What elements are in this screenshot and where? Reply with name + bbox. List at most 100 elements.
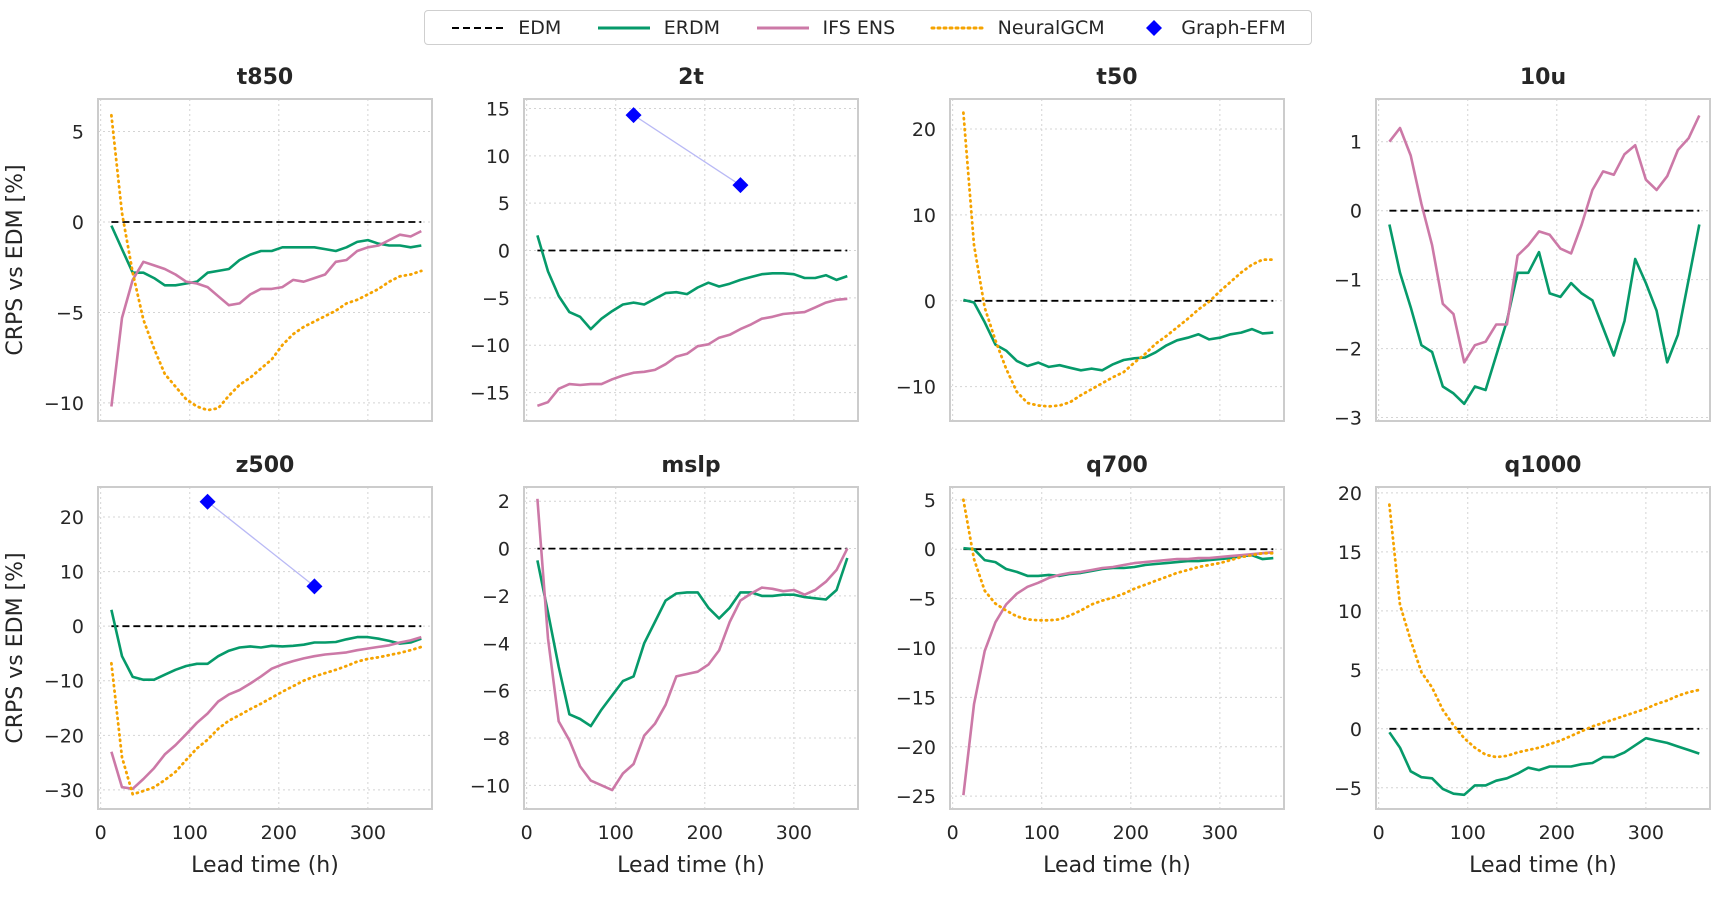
panel-frame (949, 98, 1285, 422)
series-line-erdm (110, 225, 422, 287)
legend-item-neuralgcm: NeuralGCM (930, 17, 1105, 39)
x-tick-label: 200 (687, 822, 723, 844)
series-line-ifs-ens (1388, 114, 1701, 364)
panel-title: mslp (661, 453, 720, 478)
x-tick-label: 0 (95, 822, 107, 844)
legend-item-ifs-ens: IFS ENS (755, 16, 896, 39)
panel-title: q700 (1086, 453, 1148, 478)
x-tick-label: 0 (521, 822, 533, 844)
series-marker-graph-efm (199, 493, 216, 510)
legend-label-erdm: ERDM (663, 16, 721, 39)
x-tick-label: 300 (350, 822, 386, 844)
panel-t50: 20 10 0 −10 t50 (896, 65, 1285, 422)
y-tick-label: −5 (482, 288, 510, 310)
y-tick-label: 5 (924, 490, 936, 512)
panel-title: q1000 (1505, 453, 1582, 478)
y-tick-label: −15 (896, 687, 936, 709)
y-tick-label: 10 (1338, 601, 1362, 623)
series-marker-graph-efm (732, 177, 749, 194)
y-tick-label: 10 (912, 205, 936, 227)
y-tick-label: −20 (896, 737, 936, 759)
series-line-erdm (963, 298, 1274, 372)
legend-label-ifs-ens: IFS ENS (822, 16, 896, 39)
x-tick-label: 200 (1113, 822, 1149, 844)
y-tick-label: 10 (486, 146, 510, 168)
series-group (110, 113, 423, 412)
legend-swatch-ifs-ens (756, 26, 809, 29)
series-marker-graph-efm (625, 107, 642, 124)
y-tick-label: −15 (470, 383, 510, 405)
series-group (536, 107, 848, 408)
series-group (1388, 114, 1701, 406)
series-group (962, 498, 1275, 796)
y-tick-label: 5 (72, 122, 84, 144)
y-tick-label: 15 (486, 98, 510, 120)
legend-item-graph-efm: Graph-EFM (1139, 16, 1286, 39)
y-tick-label: −10 (44, 671, 84, 693)
y-tick-label: 0 (72, 212, 84, 234)
y-tick-label: 2 (498, 491, 510, 513)
legend: EDM ERDM IFS ENS NeuralGCM Graph-EFM (424, 10, 1312, 45)
y-tick-label: −3 (1334, 408, 1362, 430)
series-line-ifs-ens (110, 635, 422, 791)
panel-title: z500 (236, 453, 295, 478)
y-tick-label: −5 (56, 302, 84, 324)
y-tick-label: 0 (1350, 201, 1362, 223)
panel-t850: 5 0 −5 −10 t850 CRPS vs EDM [%] (3, 65, 433, 422)
series-line-graph-efm-connector (207, 501, 315, 587)
legend-label-edm: EDM (518, 16, 562, 39)
legend-swatch-graph-efm (1146, 19, 1163, 36)
y-tick-label: −1 (1334, 270, 1362, 292)
y-tick-label: 0 (924, 539, 936, 561)
panel-frame (949, 486, 1285, 810)
y-tick-label: −30 (44, 780, 84, 802)
legend-label-graph-efm: Graph-EFM (1181, 16, 1286, 39)
x-tick-label: 0 (947, 822, 959, 844)
y-tick-label: 0 (498, 539, 510, 561)
panel-frame (97, 486, 433, 810)
series-line-ifs-ens (110, 229, 422, 407)
series-line-ifs-ens (536, 297, 848, 408)
y-tick-label: 15 (1338, 542, 1362, 564)
series-line-ifs-ens (962, 550, 1274, 796)
series-line-erdm (536, 557, 849, 728)
panel-title: 10u (1520, 65, 1566, 90)
y-tick-label: −2 (1334, 339, 1362, 361)
y-tick-label: −2 (482, 586, 510, 608)
panel-title: 2t (678, 65, 704, 90)
y-tick-label: −20 (44, 725, 84, 747)
y-tick-label: 1 (1350, 132, 1362, 154)
series-line-graph-efm-connector (633, 114, 741, 186)
series-line-erdm (1388, 731, 1700, 797)
panel-frame (523, 98, 859, 422)
x-axis-label: Lead time (h) (1043, 853, 1191, 878)
y-tick-label: 0 (498, 241, 510, 263)
y-tick-label: 5 (498, 193, 510, 215)
panel-mslp: 2 0 −2 −4 −6 −8 −10 0 100 200 300 mslp Lead time (h) (470, 453, 859, 878)
series-group (110, 493, 423, 796)
y-tick-label: −10 (896, 377, 936, 399)
series-line-erdm (1388, 224, 1701, 406)
x-tick-label: 100 (598, 822, 634, 844)
panel-frame (97, 98, 433, 422)
x-tick-label: 0 (1373, 822, 1385, 844)
y-tick-label: −10 (470, 775, 510, 797)
panel-frame (1375, 98, 1711, 422)
x-tick-label: 100 (1024, 822, 1060, 844)
x-axis-label: Lead time (h) (617, 853, 765, 878)
y-tick-label: 0 (72, 616, 84, 638)
panel-q1000: 20 15 10 5 0 −5 0 100 200 300 q1000 Lead time (h) (1334, 453, 1711, 878)
panel-2t: 15 10 5 0 −5 −10 −15 2t (470, 65, 859, 422)
x-tick-label: 200 (1539, 822, 1575, 844)
y-tick-label: −5 (908, 589, 936, 611)
panel-q700: 5 0 −5 −10 −15 −20 −25 0 100 200 300 q700 Lead time … (896, 453, 1285, 878)
y-tick-label: −10 (44, 393, 84, 415)
y-tick-label: 10 (60, 562, 84, 584)
y-tick-label: 20 (912, 119, 936, 141)
x-axis-label: Lead time (h) (1469, 853, 1617, 878)
legend-label-neuralgcm: NeuralGCM (997, 16, 1105, 39)
panel-frame (1375, 486, 1711, 810)
legend-swatch-edm (452, 26, 505, 29)
